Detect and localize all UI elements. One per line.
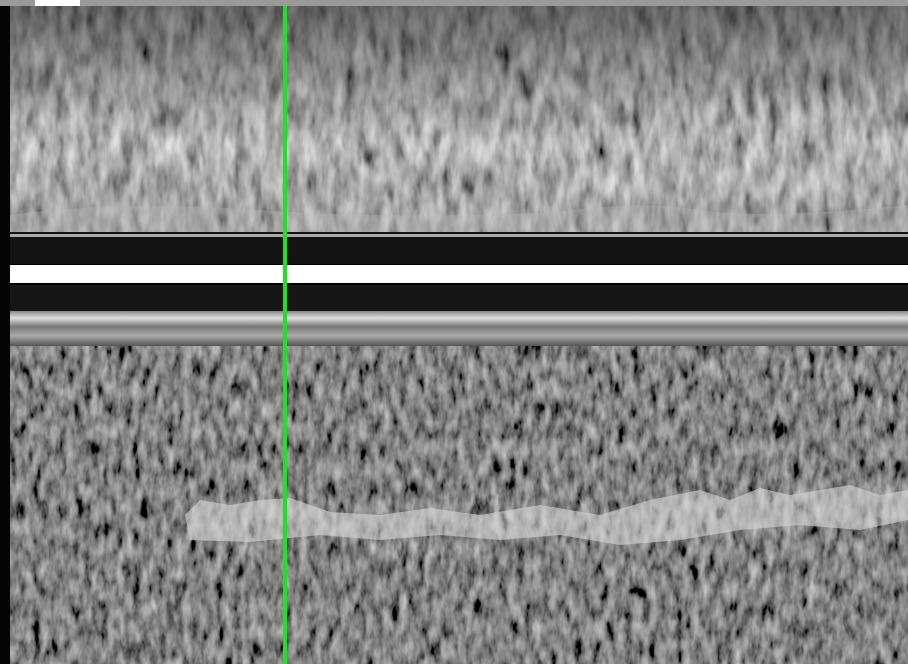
m-mode-ultrasound <box>0 0 908 664</box>
wall-band <box>10 311 908 346</box>
left-strip <box>0 6 10 664</box>
upper-shade <box>10 6 908 232</box>
dark-band-lower <box>10 285 908 311</box>
bright-line <box>10 234 908 237</box>
top-strip <box>0 0 908 6</box>
page <box>0 0 908 664</box>
white-band <box>10 265 908 283</box>
top-strip-marker <box>35 0 80 6</box>
